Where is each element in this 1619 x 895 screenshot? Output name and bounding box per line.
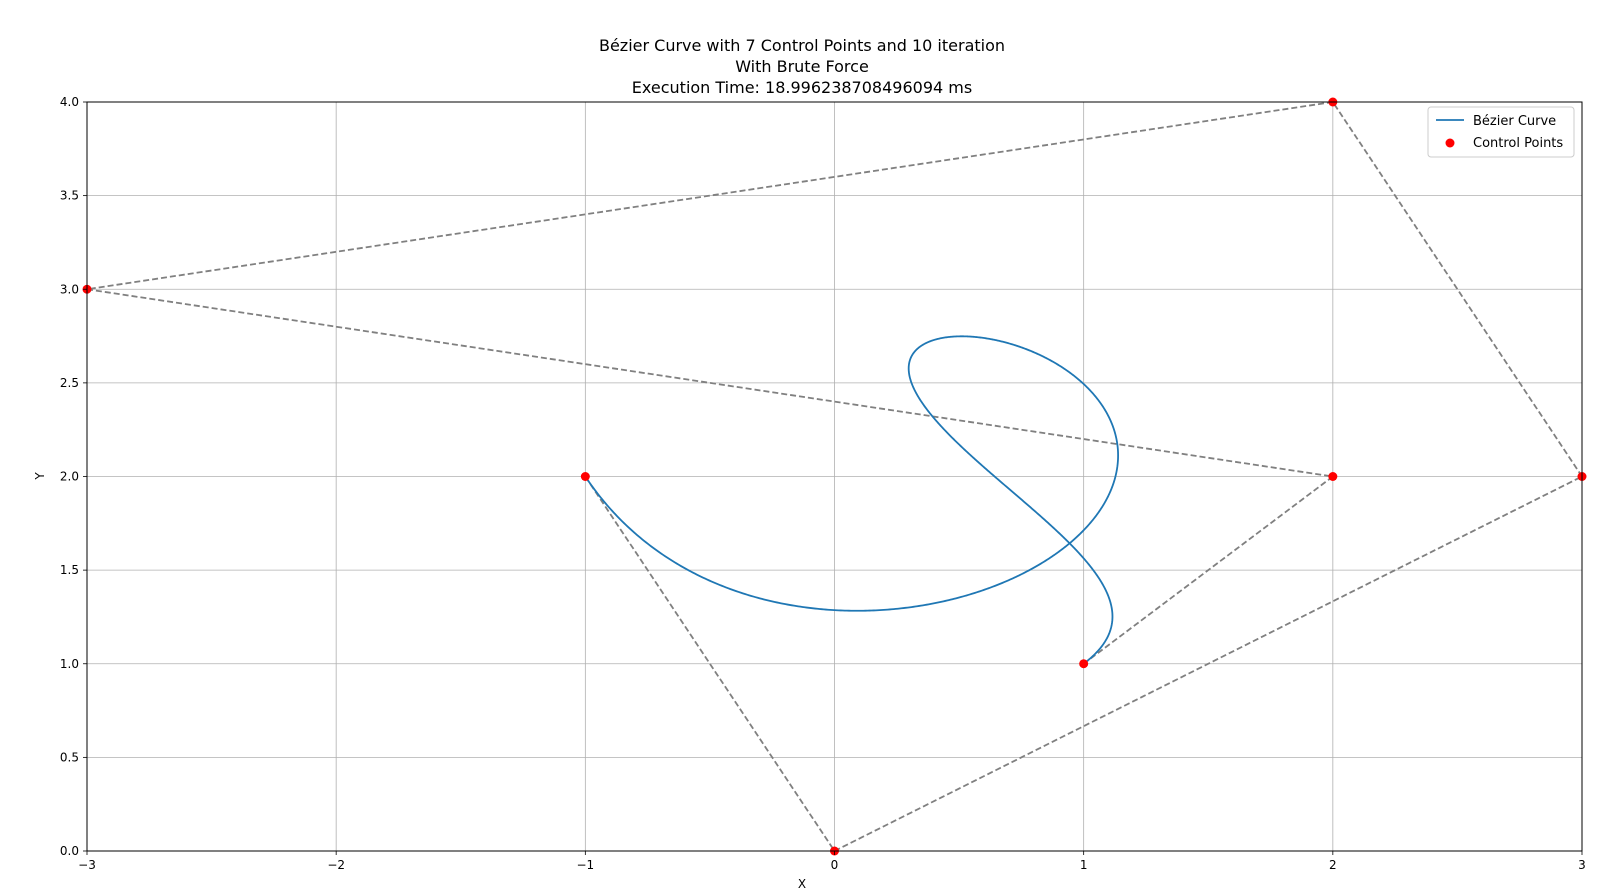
y-tick-label: 1.0 [60, 657, 79, 671]
control-polygon-segment [1083, 475, 1334, 665]
legend-box [1427, 106, 1575, 158]
y-tick-label: 2.0 [60, 470, 79, 484]
x-axis-label: X [798, 877, 806, 891]
y-tick-label: 3.5 [60, 189, 79, 203]
y-tick-label: 4.0 [60, 95, 79, 109]
curve-layer [584, 335, 1119, 665]
control-point [580, 472, 590, 481]
y-tick-label: 0.5 [60, 750, 79, 764]
title-line-3: Execution Time: 18.996238708496094 ms [632, 78, 972, 97]
y-tick-label: 3.0 [60, 282, 79, 296]
chart-title: Bézier Curve with 7 Control Points and 1… [599, 36, 1005, 97]
x-tick-label: 3 [1578, 858, 1586, 872]
control-polygon-segment [86, 101, 1333, 291]
control-polygon-segment [834, 475, 1583, 852]
control-polygon [86, 101, 1583, 852]
x-tick-label: −1 [576, 858, 594, 872]
x-tick-label: 2 [1329, 858, 1337, 872]
control-point [1328, 472, 1338, 481]
legend: Bézier Curve Control Points [1427, 106, 1575, 158]
legend-label-points: Control Points [1473, 136, 1563, 151]
x-axis-ticks: −3 −2 −1 0 1 2 3 [78, 851, 1586, 872]
x-tick-label: −3 [78, 858, 96, 872]
title-line-1: Bézier Curve with 7 Control Points and 1… [599, 36, 1005, 55]
legend-points-swatch [1445, 138, 1455, 148]
y-tick-label: 1.5 [60, 563, 79, 577]
y-tick-label: 2.5 [60, 376, 79, 390]
control-polygon-segment [1332, 101, 1583, 477]
y-tick-label: 0.0 [60, 844, 79, 858]
control-polygon-segment [584, 476, 836, 852]
x-tick-label: 1 [1080, 858, 1088, 872]
y-axis-label: Y [33, 472, 47, 481]
y-axis-ticks: 0.0 0.5 1.0 1.5 2.0 2.5 3.0 3.5 4.0 [60, 95, 87, 858]
control-point [1079, 659, 1089, 669]
bezier-curve-line [584, 335, 1119, 665]
title-line-2: With Brute Force [735, 57, 869, 76]
legend-label-curve: Bézier Curve [1473, 114, 1556, 129]
x-tick-label: 0 [831, 858, 839, 872]
control-polygon-segment [86, 288, 1333, 478]
x-tick-label: −2 [327, 858, 345, 872]
